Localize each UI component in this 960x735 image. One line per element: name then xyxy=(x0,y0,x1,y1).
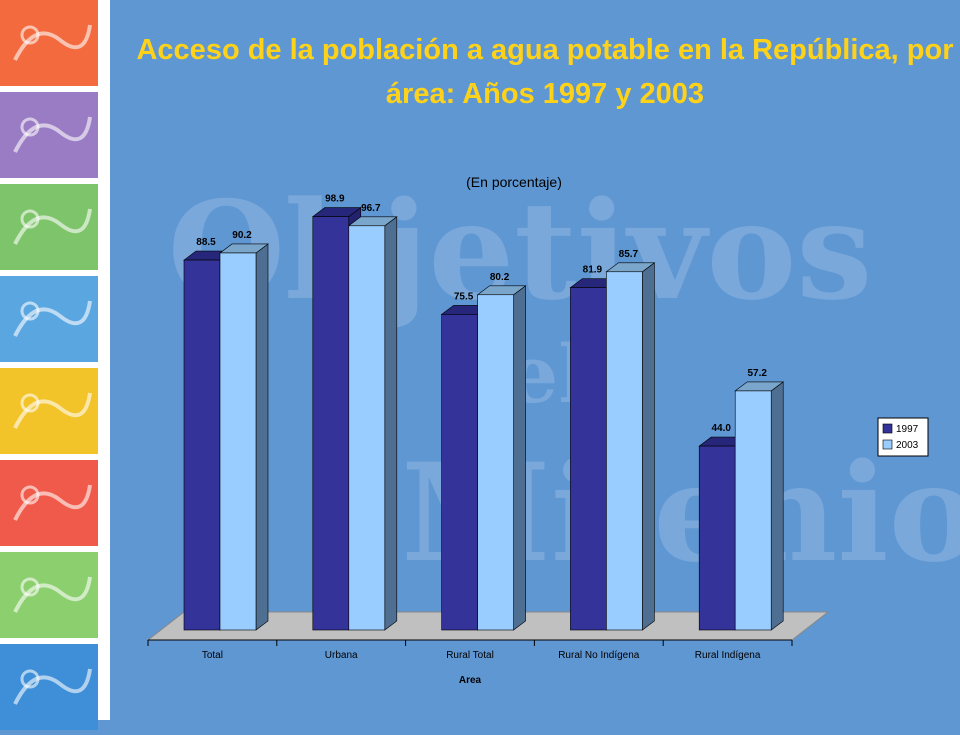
data-label: 57.2 xyxy=(747,368,767,379)
bar-1997 xyxy=(441,314,478,631)
hands-icon xyxy=(0,184,98,270)
bar-side xyxy=(513,285,526,631)
baby-icon xyxy=(0,276,98,362)
bar-chart: (En porcentaje) Area Total 88.5 90.2 Urbana… xyxy=(146,174,929,686)
x-tick-label: Urbana xyxy=(325,650,358,661)
health-text-icon xyxy=(0,460,98,546)
writing-hand-icon xyxy=(0,92,98,178)
legend-swatch xyxy=(882,423,893,434)
x-tick-label: Rural No Indígena xyxy=(558,650,640,661)
data-label: 75.5 xyxy=(454,291,474,302)
legend-label: 1997 xyxy=(896,424,919,435)
house-drawing-icon xyxy=(0,0,98,86)
x-axis-label: Area xyxy=(459,675,482,686)
chart-plot-area: Total 88.5 90.2 Urbana 98.9 96.7 Rural Total 75… xyxy=(146,194,830,661)
sidebar-decoration xyxy=(0,0,110,730)
bar-1997 xyxy=(312,216,350,631)
globe-icon xyxy=(0,644,98,730)
x-tick-label: Rural Indígena xyxy=(695,650,761,661)
bar-1997 xyxy=(183,259,221,631)
data-label: 81.9 xyxy=(583,265,603,276)
mother-child-icon xyxy=(0,368,98,454)
bar-side xyxy=(642,262,655,631)
chart-subtitle: (En porcentaje) xyxy=(466,174,562,190)
data-label: 88.5 xyxy=(196,237,216,248)
data-label: 98.9 xyxy=(325,194,345,205)
data-label: 90.2 xyxy=(232,230,252,241)
bar-1997 xyxy=(570,287,607,631)
data-label: 80.2 xyxy=(490,272,510,283)
bar-1997 xyxy=(698,445,736,631)
bar-side xyxy=(255,243,269,631)
bar-side xyxy=(384,216,398,631)
chart-legend: 1997 2003 xyxy=(877,417,929,457)
data-label: 96.7 xyxy=(361,203,381,214)
bar-2003 xyxy=(734,390,772,631)
legend-swatch xyxy=(882,439,893,450)
bar-side xyxy=(770,381,784,631)
x-tick-label: Total xyxy=(202,650,223,661)
slide-title: Acceso de la población a agua potable en… xyxy=(136,34,954,110)
bar-2003 xyxy=(348,225,386,631)
data-label: 85.7 xyxy=(619,249,639,260)
x-tick-label: Rural Total xyxy=(446,650,494,661)
bar-2003 xyxy=(219,252,257,631)
bar-2003 xyxy=(477,294,514,631)
data-label: 44.0 xyxy=(711,423,731,434)
legend-label: 2003 xyxy=(896,440,919,451)
bar-2003 xyxy=(606,271,643,631)
leaf-icon xyxy=(0,552,98,638)
